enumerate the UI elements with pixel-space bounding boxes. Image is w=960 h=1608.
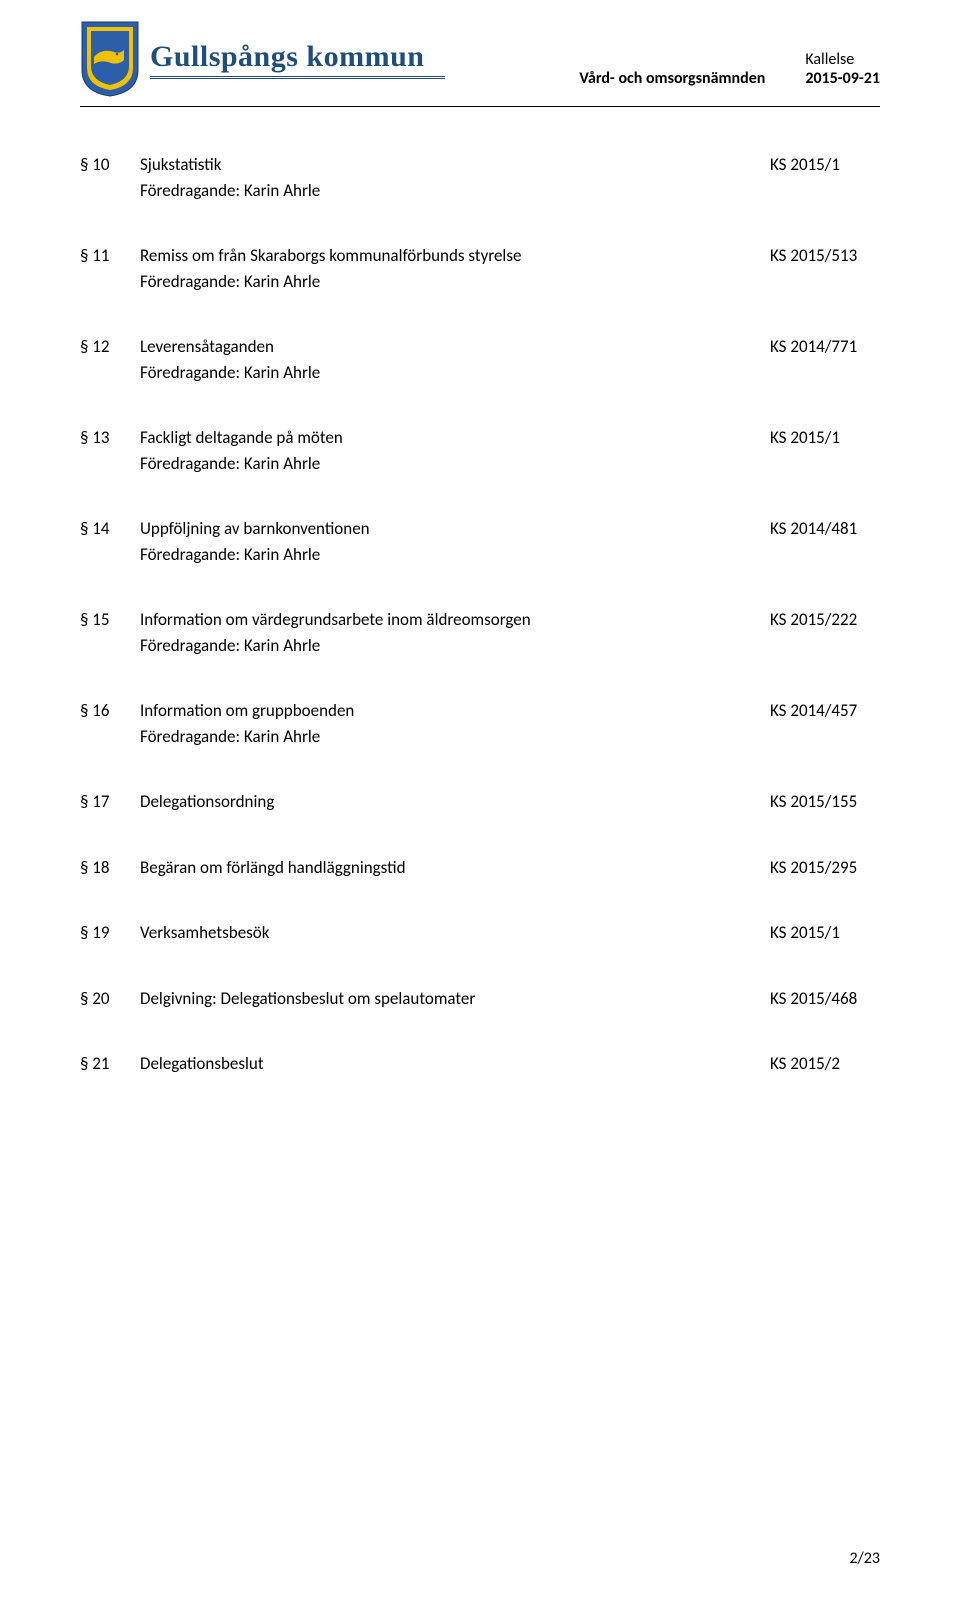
agenda-item-number: § 11 (80, 243, 122, 294)
board-name: Vård- och omsorgsnämnden (579, 69, 765, 88)
agenda-row-left: § 12 LeverensåtagandenFöredragande: Karin… (80, 334, 770, 385)
agenda-item-title: Information om gruppboenden (140, 698, 354, 724)
brand-underline (150, 76, 445, 79)
brand-block: Gullspångs kommun (80, 20, 445, 98)
agenda-row-left: § 10 SjukstatistikFöredragande: Karin Ahr… (80, 152, 770, 203)
brand-name: Gullspångs kommun (150, 40, 445, 74)
agenda-item-title: Remiss om från Skaraborgs kommunalförbun… (140, 243, 521, 269)
agenda-item-number: § 16 (80, 698, 122, 749)
agenda-item-title: Verksamhetsbesök (140, 920, 270, 946)
agenda-row: § 16 Information om gruppboendenFöredraga… (80, 698, 880, 749)
agenda-item-title: Delgivning: Delegationsbeslut om spelaut… (140, 986, 475, 1012)
agenda-item-presenter: Föredragande: Karin Ahrle (140, 269, 521, 295)
agenda-item-code: KS 2015/1 (770, 920, 880, 946)
agenda-row-left: § 15 Information om värdegrundsarbete ino… (80, 607, 770, 658)
agenda-item-code: KS 2015/1 (770, 425, 880, 451)
agenda-item-title: Leverensåtaganden (140, 334, 320, 360)
agenda-item-code: KS 2015/1 (770, 152, 880, 178)
agenda-item-presenter: Föredragande: Karin Ahrle (140, 178, 320, 204)
agenda-item-code: KS 2014/457 (770, 698, 880, 724)
agenda-item-code: KS 2015/295 (770, 855, 880, 881)
agenda-row: § 20 Delgivning: Delegationsbeslut om spe… (80, 986, 880, 1012)
agenda-list: § 10SjukstatistikFöredragande: Karin Ahr… (80, 152, 880, 1077)
municipality-shield-icon (80, 20, 140, 98)
agenda-row-left: § 11 Remiss om från Skaraborgs kommunalfö… (80, 243, 770, 294)
agenda-item-number: § 21 (80, 1051, 122, 1077)
agenda-item-number: § 14 (80, 516, 122, 567)
agenda-item-body: Delegationsbeslut (140, 1051, 264, 1077)
agenda-item-number: § 18 (80, 855, 122, 881)
brand-text: Gullspångs kommun (150, 40, 445, 79)
agenda-item-body: SjukstatistikFöredragande: Karin Ahrle (140, 152, 320, 203)
agenda-item-body: Fackligt deltagande på mötenFöredragande… (140, 425, 343, 476)
agenda-row-left: § 16 Information om gruppboendenFöredraga… (80, 698, 770, 749)
agenda-row: § 13 Fackligt deltagande på mötenFöredrag… (80, 425, 880, 476)
agenda-item-number: § 10 (80, 152, 122, 203)
agenda-item-body: Delgivning: Delegationsbeslut om spelaut… (140, 986, 475, 1012)
agenda-item-title: Delegationsordning (140, 789, 274, 815)
agenda-row-left: § 14 Uppföljning av barnkonventionenFöred… (80, 516, 770, 567)
agenda-item-body: Begäran om förlängd handläggningstid (140, 855, 406, 881)
agenda-row-left: § 17 Delegationsordning (80, 789, 770, 815)
agenda-item-code: KS 2015/2 (770, 1051, 880, 1077)
agenda-row: § 14 Uppföljning av barnkonventionenFöred… (80, 516, 880, 567)
agenda-item-code: KS 2015/468 (770, 986, 880, 1012)
doc-date: 2015-09-21 (805, 69, 880, 88)
agenda-item-body: LeverensåtagandenFöredragande: Karin Ahr… (140, 334, 320, 385)
agenda-row-left: § 20 Delgivning: Delegationsbeslut om spe… (80, 986, 770, 1012)
agenda-item-title: Sjukstatistik (140, 152, 320, 178)
agenda-item-body: Uppföljning av barnkonventionenFöredraga… (140, 516, 370, 567)
agenda-item-number: § 15 (80, 607, 122, 658)
agenda-item-title: Fackligt deltagande på möten (140, 425, 343, 451)
agenda-row: § 19 Verksamhetsbesök KS 2015/1 (80, 920, 880, 946)
agenda-item-code: KS 2015/513 (770, 243, 880, 269)
agenda-item-presenter: Föredragande: Karin Ahrle (140, 360, 320, 386)
agenda-item-title: Information om värdegrundsarbete inom äl… (140, 607, 531, 633)
agenda-item-body: Verksamhetsbesök (140, 920, 270, 946)
agenda-row: § 11 Remiss om från Skaraborgs kommunalfö… (80, 243, 880, 294)
agenda-item-code: KS 2015/155 (770, 789, 880, 815)
agenda-row: § 17 Delegationsordning KS 2015/155 (80, 789, 880, 815)
agenda-item-number: § 19 (80, 920, 122, 946)
agenda-item-code: KS 2014/771 (770, 334, 880, 360)
agenda-row-left: § 18 Begäran om förlängd handläggningstid (80, 855, 770, 881)
agenda-item-presenter: Föredragande: Karin Ahrle (140, 542, 370, 568)
agenda-item-code: KS 2014/481 (770, 516, 880, 542)
agenda-row-left: § 19 Verksamhetsbesök (80, 920, 770, 946)
agenda-item-title: Delegationsbeslut (140, 1051, 264, 1077)
agenda-row-left: § 13 Fackligt deltagande på mötenFöredrag… (80, 425, 770, 476)
agenda-item-number: § 12 (80, 334, 122, 385)
header-meta: Vård- och omsorgsnämnden Kallelse 2015-0… (579, 20, 880, 88)
agenda-item-title: Begäran om förlängd handläggningstid (140, 855, 406, 881)
page-number: 2/23 (849, 1549, 880, 1568)
agenda-item-presenter: Föredragande: Karin Ahrle (140, 633, 531, 659)
agenda-item-number: § 13 (80, 425, 122, 476)
agenda-item-title: Uppföljning av barnkonventionen (140, 516, 370, 542)
doc-type: Kallelse (805, 50, 880, 69)
agenda-row-left: § 21 Delegationsbeslut (80, 1051, 770, 1077)
agenda-row: § 15 Information om värdegrundsarbete ino… (80, 607, 880, 658)
agenda-item-body: Delegationsordning (140, 789, 274, 815)
agenda-row: § 10 SjukstatistikFöredragande: Karin Ahr… (80, 152, 880, 203)
agenda-item-presenter: Föredragande: Karin Ahrle (140, 724, 354, 750)
agenda-row: § 12 LeverensåtagandenFöredragande: Karin… (80, 334, 880, 385)
agenda-item-presenter: Föredragande: Karin Ahrle (140, 451, 343, 477)
agenda-row: § 18 Begäran om förlängd handläggningstid… (80, 855, 880, 881)
agenda-item-body: Information om gruppboendenFöredragande:… (140, 698, 354, 749)
agenda-item-body: Remiss om från Skaraborgs kommunalförbun… (140, 243, 521, 294)
agenda-item-code: KS 2015/222 (770, 607, 880, 633)
agenda-item-number: § 20 (80, 986, 122, 1012)
agenda-row: § 21 Delegationsbeslut KS 2015/2 (80, 1051, 880, 1077)
page-header: Gullspångs kommun Vård- och omsorgsnämnd… (80, 20, 880, 107)
agenda-item-body: Information om värdegrundsarbete inom äl… (140, 607, 531, 658)
agenda-item-number: § 17 (80, 789, 122, 815)
